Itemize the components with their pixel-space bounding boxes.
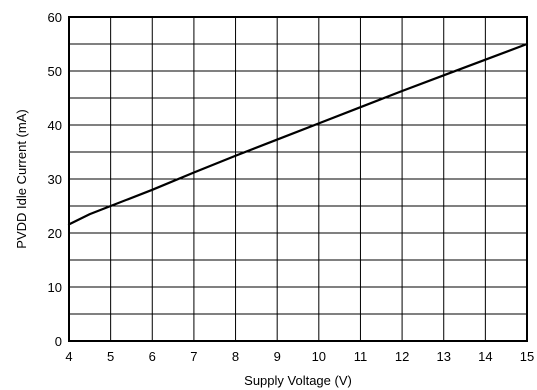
y-tick-label: 20	[48, 226, 62, 241]
x-axis-title: Supply Voltage (V)	[244, 373, 352, 388]
x-tick-label: 4	[65, 349, 72, 364]
series-layer	[67, 42, 529, 226]
x-tick-label: 13	[436, 349, 450, 364]
x-tick-label: 11	[354, 349, 368, 364]
y-tick-labels: 0 10 20 30 40 50 60	[48, 10, 62, 349]
x-tick-label: 10	[312, 349, 326, 364]
y-axis-title: PVDD Idle Current (mA)	[14, 109, 29, 248]
y-tick-label: 10	[48, 280, 62, 295]
x-tick-label: 7	[190, 349, 197, 364]
y-tick-label: 50	[48, 64, 62, 79]
x-tick-label: 9	[274, 349, 281, 364]
x-tick-label: 8	[232, 349, 239, 364]
x-tick-label: 6	[149, 349, 156, 364]
x-tick-label: 15	[520, 349, 534, 364]
x-tick-label: 14	[478, 349, 492, 364]
series-line	[67, 42, 529, 226]
plot-frame	[68, 16, 528, 342]
x-tick-labels: 4 5 6 7 8 9 10 11 12 13 14 15	[65, 349, 534, 364]
y-tick-label: 30	[48, 172, 62, 187]
x-tick-label: 5	[107, 349, 114, 364]
y-tick-label: 0	[55, 334, 62, 349]
grid-lines	[69, 17, 527, 341]
y-tick-label: 40	[48, 118, 62, 133]
y-tick-label: 60	[48, 10, 62, 25]
x-tick-label: 12	[395, 349, 409, 364]
